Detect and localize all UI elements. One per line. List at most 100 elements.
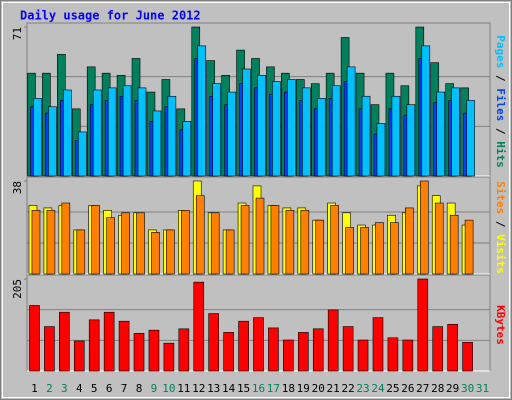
bar	[238, 320, 249, 372]
bar	[432, 326, 444, 372]
bar	[331, 85, 341, 177]
x-tick-label: 8	[136, 382, 143, 395]
bar	[345, 227, 354, 275]
bar	[151, 232, 160, 275]
bar	[193, 281, 205, 372]
x-tick-label: 17	[267, 382, 280, 395]
bar	[31, 210, 41, 275]
x-tick-label: 10	[162, 382, 175, 395]
bar	[152, 110, 162, 177]
bar	[464, 219, 474, 275]
bar	[242, 68, 251, 177]
x-tick-label: 5	[91, 382, 98, 395]
x-tick-label: 20	[312, 382, 325, 395]
x-tick-label: 6	[106, 382, 113, 395]
bar	[405, 207, 414, 275]
bar	[436, 91, 446, 177]
bar	[133, 333, 145, 372]
bar	[462, 341, 473, 372]
bar	[182, 121, 192, 177]
bar	[327, 309, 339, 372]
legend: Pages / Files / Hits	[494, 35, 507, 168]
bar	[92, 89, 102, 177]
bar	[402, 339, 414, 372]
bar	[166, 229, 175, 275]
x-tick-label: 21	[327, 382, 340, 395]
x-tick-label: 7	[121, 382, 128, 395]
x-tick-label: 1	[31, 382, 38, 395]
bar	[406, 104, 416, 177]
bar	[300, 210, 310, 275]
bar	[270, 205, 280, 275]
x-tick-label: 24	[371, 382, 385, 395]
x-tick-label: 16	[252, 382, 265, 395]
x-tick-label: 23	[356, 382, 369, 395]
bar	[122, 85, 132, 177]
legend-entry: Visits	[494, 234, 507, 274]
bar	[107, 87, 117, 177]
bar	[357, 339, 369, 372]
y-tick-label: 38	[11, 181, 24, 194]
bar	[136, 212, 145, 275]
bar	[449, 214, 459, 275]
legend-entry: KBytes	[494, 305, 507, 345]
x-tick-label: 22	[341, 382, 354, 395]
bar	[212, 83, 221, 177]
legend-entry: Pages	[494, 35, 507, 68]
bar	[360, 227, 369, 275]
legend-separator: /	[494, 214, 507, 234]
bar	[181, 210, 190, 275]
bar	[103, 311, 115, 372]
legend-separator: /	[494, 68, 507, 88]
bar	[387, 337, 399, 372]
bar	[208, 313, 219, 372]
x-tick-label: 2	[46, 382, 53, 395]
chart-title: Daily usage for June 2012	[20, 9, 201, 23]
legend-entry: Hits	[494, 141, 507, 168]
x-tick-label: 31	[476, 382, 489, 395]
bar	[63, 89, 72, 177]
bar	[419, 180, 429, 275]
bar	[361, 95, 371, 177]
bar	[148, 329, 160, 372]
bar	[106, 217, 115, 275]
bar	[391, 95, 401, 177]
bar	[167, 95, 177, 177]
bar	[372, 317, 384, 372]
x-tick-label: 27	[416, 382, 429, 395]
x-tick-label: 29	[446, 382, 459, 395]
bar	[466, 100, 475, 177]
bar	[73, 340, 85, 372]
bar	[330, 205, 339, 275]
bar	[285, 210, 295, 275]
bar	[91, 205, 101, 275]
x-tick-label: 3	[61, 382, 68, 395]
legend: Sites / Visits	[494, 181, 507, 274]
bar	[417, 278, 429, 372]
bar	[59, 311, 70, 372]
legend-entry: Sites	[494, 181, 507, 214]
x-tick-label: 18	[282, 382, 295, 395]
bar	[298, 332, 309, 372]
bar	[225, 229, 235, 275]
x-tick-label: 19	[297, 382, 310, 395]
bar	[61, 202, 71, 275]
bar	[342, 326, 354, 372]
x-tick-label: 4	[76, 382, 83, 395]
bar	[33, 98, 42, 177]
bar	[77, 131, 87, 177]
bar	[268, 327, 279, 372]
legend: KBytes	[494, 305, 507, 345]
bar	[255, 197, 265, 275]
bar	[210, 212, 220, 275]
bar	[447, 324, 458, 372]
bar	[253, 317, 264, 372]
bar	[44, 326, 55, 372]
x-tick-label: 13	[207, 382, 220, 395]
bar	[451, 87, 460, 177]
bar	[29, 305, 40, 372]
bar	[197, 45, 207, 177]
bar	[302, 87, 311, 177]
